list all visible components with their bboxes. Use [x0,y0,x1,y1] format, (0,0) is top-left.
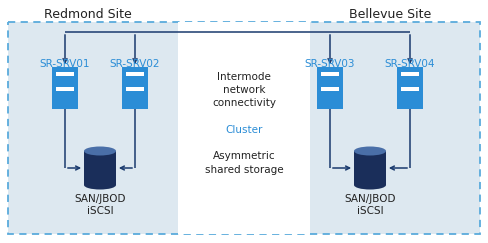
FancyBboxPatch shape [126,72,144,76]
Text: Cluster: Cluster [225,125,263,135]
FancyBboxPatch shape [8,22,480,234]
FancyBboxPatch shape [401,87,419,91]
Text: Intermode
network
connectivity: Intermode network connectivity [212,72,276,108]
FancyBboxPatch shape [84,151,116,185]
FancyBboxPatch shape [401,72,419,76]
FancyBboxPatch shape [397,67,423,109]
Text: SR-SRV01: SR-SRV01 [40,59,90,69]
Text: SAN/JBOD
iSCSI: SAN/JBOD iSCSI [74,194,126,216]
FancyBboxPatch shape [178,22,310,234]
Ellipse shape [354,181,386,190]
Ellipse shape [84,147,116,156]
FancyBboxPatch shape [321,72,339,76]
FancyBboxPatch shape [126,87,144,91]
Text: SAN/JBOD
iSCSI: SAN/JBOD iSCSI [344,194,396,216]
FancyBboxPatch shape [321,87,339,91]
Text: Bellevue Site: Bellevue Site [349,8,431,20]
Ellipse shape [354,147,386,156]
Text: SR-SRV04: SR-SRV04 [385,59,435,69]
Ellipse shape [84,181,116,190]
FancyBboxPatch shape [56,72,74,76]
Text: Redmond Site: Redmond Site [44,8,132,20]
FancyBboxPatch shape [354,151,386,185]
FancyBboxPatch shape [52,67,78,109]
FancyBboxPatch shape [56,87,74,91]
FancyBboxPatch shape [122,67,148,109]
Text: SR-SRV02: SR-SRV02 [110,59,160,69]
Text: SR-SRV03: SR-SRV03 [305,59,355,69]
FancyBboxPatch shape [317,67,343,109]
Text: Asymmetric
shared storage: Asymmetric shared storage [204,151,284,175]
